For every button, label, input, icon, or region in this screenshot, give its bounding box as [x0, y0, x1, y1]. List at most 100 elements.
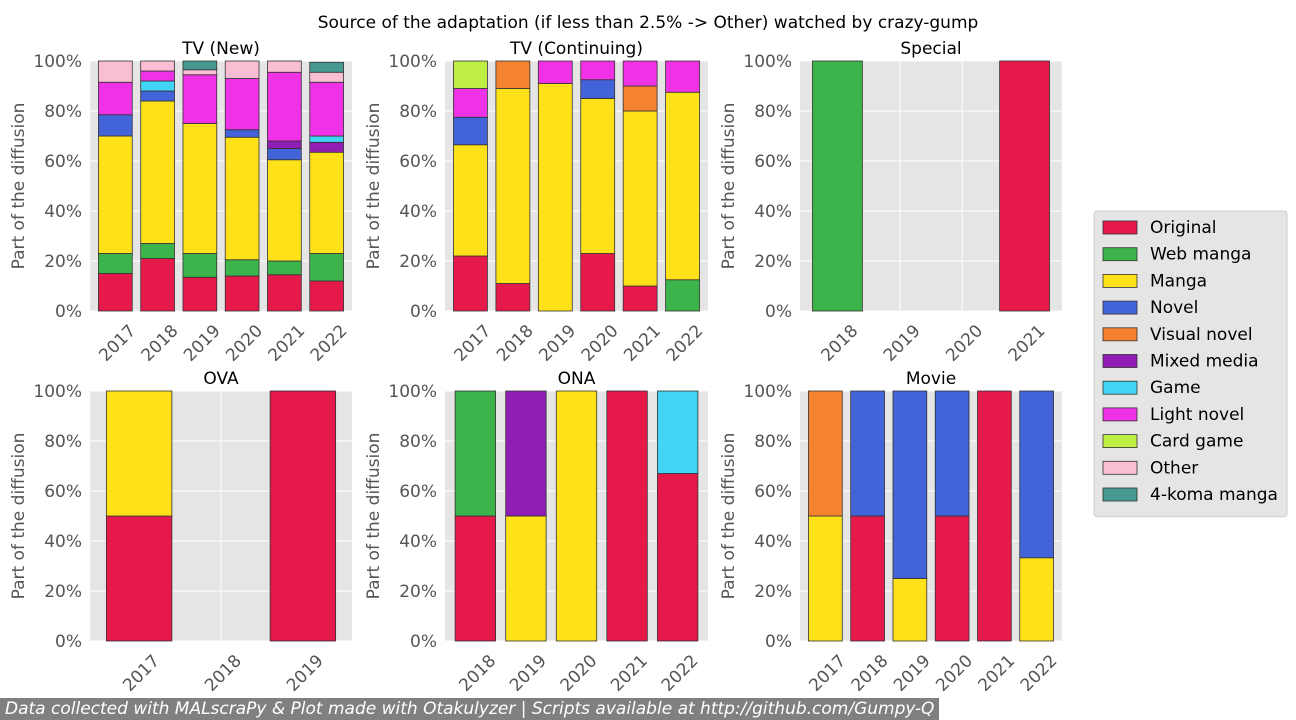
x-tick-label: 2021 [1005, 321, 1050, 366]
x-tick-label: 2021 [264, 321, 309, 366]
y-axis-label: Part of the diffusion [719, 103, 739, 270]
legend-swatch [1102, 487, 1138, 502]
y-tick-label: 100% [388, 382, 437, 402]
y-tick-label: 80% [399, 432, 437, 452]
bar-segment [999, 60, 1050, 312]
legend-swatch [1102, 273, 1138, 288]
bar-segment [892, 390, 928, 579]
y-tick-label: 60% [399, 482, 437, 502]
bar-segment [182, 60, 218, 71]
plot-area [90, 61, 352, 311]
bar-segment [977, 390, 1012, 642]
chart-panel: 0% 20% 40% 60% 80% 100% 2017201820192020202120… [364, 39, 708, 366]
bar-segment [934, 390, 970, 517]
bar-segment [453, 255, 488, 312]
bar-segment [98, 253, 133, 274]
legend-label: Manga [1150, 271, 1207, 291]
y-tick-label: 60% [399, 152, 437, 172]
bar-segment [267, 159, 302, 262]
bar-segment [622, 85, 658, 112]
bar-segment [309, 71, 344, 83]
x-tick-label: 2018 [201, 651, 246, 696]
bar-segment [269, 390, 337, 642]
chart-panel: 0% 20% 40% 60% 80% 100% 2017 2018 2019 OVA Part of… [9, 369, 352, 696]
bar-segment [309, 151, 344, 254]
legend-label: Mixed media [1150, 352, 1259, 372]
bar-segment [140, 100, 175, 244]
y-axis-label: Part of the diffusion [9, 103, 29, 270]
x-tick-label: 2019 [283, 651, 328, 696]
legend-item: Web manga [1102, 245, 1251, 265]
bar-segment [537, 83, 573, 312]
x-tick-label: 2021 [620, 321, 665, 366]
bar-segment [850, 515, 885, 642]
legend-item: Visual novel [1102, 325, 1253, 345]
x-tick-label: 2017 [451, 321, 496, 366]
panel-title: TV (New) [181, 39, 260, 59]
bar-segment [267, 148, 302, 161]
bar-segment [454, 515, 496, 642]
x-tick-label: 2018 [455, 651, 500, 696]
bar-segment [495, 88, 531, 284]
legend-swatch [1102, 300, 1138, 315]
y-tick-label: 40% [754, 532, 792, 552]
y-tick-label: 100% [743, 382, 792, 402]
legend-swatch [1102, 460, 1138, 475]
bar-segment [505, 515, 547, 642]
y-tick-label: 100% [33, 52, 82, 72]
legend-item: Game [1102, 378, 1201, 398]
bar-segment [892, 578, 928, 642]
legend-label: Visual novel [1150, 325, 1253, 345]
y-axis-label: Part of the diffusion [364, 103, 384, 270]
legend-label: Original [1150, 218, 1217, 238]
legend-box [1093, 210, 1288, 518]
bar-segment [580, 60, 616, 81]
y-tick-label: 20% [399, 582, 437, 602]
bar-segment [267, 274, 302, 312]
y-tick-label: 60% [44, 482, 82, 502]
legend-label: Novel [1150, 298, 1198, 318]
legend-swatch [1102, 327, 1138, 342]
y-tick-label: 60% [754, 152, 792, 172]
bar-segment [934, 515, 970, 642]
footer-credit: Data collected with MALscraPy & Plot mad… [0, 698, 940, 720]
x-tick-label: 2020 [932, 651, 977, 696]
plot-area [800, 391, 1062, 641]
panel-title: TV (Continuing) [509, 39, 643, 59]
x-tick-label: 2020 [578, 321, 623, 366]
bar-segment [98, 273, 133, 312]
bar-segment [657, 473, 699, 642]
bar-segment [140, 80, 175, 92]
legend-label: Other [1150, 458, 1198, 478]
y-tick-label: 40% [44, 532, 82, 552]
y-tick-label: 20% [399, 252, 437, 272]
chart-title: Source of the adaptation (if less than 2… [318, 13, 979, 33]
bar-segment [537, 60, 573, 84]
y-tick-label: 100% [388, 52, 437, 72]
x-tick-label: 2020 [557, 651, 602, 696]
y-tick-label: 80% [754, 102, 792, 122]
bar-segment [309, 61, 344, 73]
x-tick-label: 2022 [663, 321, 708, 366]
panel-title: Movie [906, 369, 956, 389]
y-tick-label: 0% [765, 632, 792, 652]
bar-segment [182, 276, 218, 312]
bar-segment [98, 135, 133, 254]
bar-segment [224, 259, 260, 277]
bar-segment [505, 390, 547, 517]
y-tick-label: 0% [765, 302, 792, 322]
y-tick-label: 80% [44, 102, 82, 122]
x-tick-label: 2019 [890, 651, 935, 696]
bar-segment [105, 515, 173, 642]
x-tick-label: 2017 [805, 651, 850, 696]
plot-area [445, 61, 708, 311]
y-tick-label: 40% [399, 202, 437, 222]
bar-segment [1019, 390, 1054, 559]
legend-item: Novel [1102, 298, 1198, 318]
bar-segment [665, 91, 700, 281]
y-tick-label: 0% [410, 632, 437, 652]
bar-segment [812, 60, 863, 312]
legend-item: Light novel [1102, 405, 1244, 425]
bar-segment [495, 60, 531, 89]
panel-title: OVA [203, 369, 239, 389]
